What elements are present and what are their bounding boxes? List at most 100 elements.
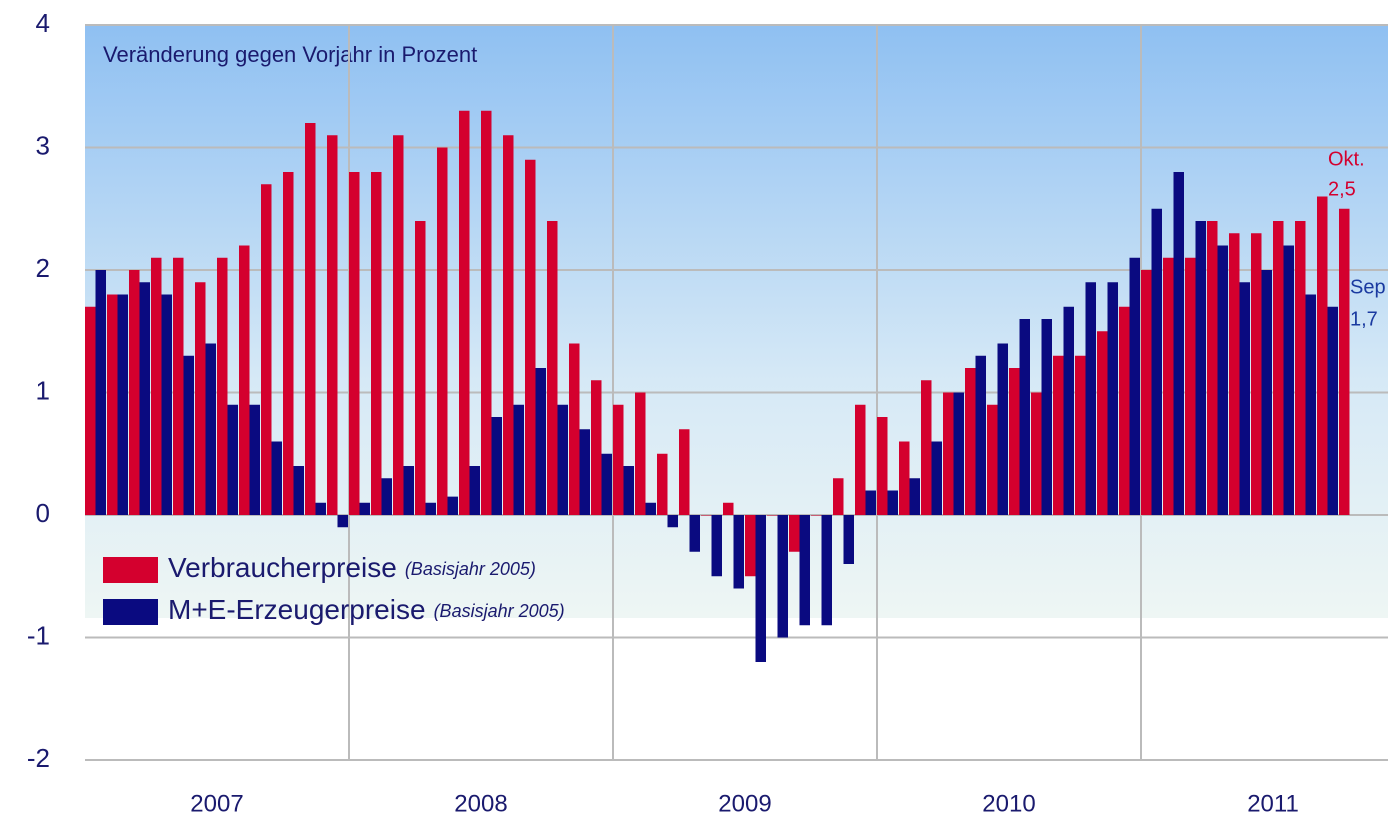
legend-name: Verbraucherpreise: [168, 552, 397, 583]
x-tick-label: 2011: [1247, 790, 1299, 817]
bar: [987, 404, 998, 515]
bar: [183, 355, 194, 515]
bar: [843, 515, 854, 564]
bar: [1261, 270, 1272, 515]
bar: [283, 172, 294, 515]
bar: [1019, 319, 1030, 515]
bar: [723, 502, 734, 515]
bar: [217, 257, 228, 515]
bar: [1273, 221, 1284, 515]
bar: [855, 404, 866, 515]
bar: [525, 159, 536, 515]
bar: [1129, 257, 1140, 515]
bar: [833, 478, 844, 515]
bar: [767, 515, 778, 516]
bar: [173, 257, 184, 515]
bar: [161, 294, 172, 515]
bar: [447, 496, 458, 515]
y-tick-label: 3: [36, 130, 50, 160]
bar: [469, 466, 480, 515]
bar: [437, 147, 448, 515]
bar: [1217, 245, 1228, 515]
bar: [887, 490, 898, 515]
legend-note: (Basisjahr 2005): [434, 601, 565, 621]
bar: [1009, 368, 1020, 515]
x-tick-label: 2010: [982, 790, 1035, 817]
y-tick-label: 0: [36, 498, 50, 528]
legend-swatch: [103, 599, 158, 625]
bar: [811, 515, 822, 516]
bar: [679, 429, 690, 515]
bar: [1239, 282, 1250, 515]
bar: [239, 245, 250, 515]
bar: [85, 306, 96, 515]
bar: [249, 404, 260, 515]
y-tick-label: 4: [36, 8, 50, 38]
bar: [117, 294, 128, 515]
legend-swatch: [103, 557, 158, 583]
bar: [393, 135, 404, 515]
legend-label: M+E-Erzeugerpreise (Basisjahr 2005): [168, 594, 565, 625]
bar: [921, 380, 932, 515]
bar: [557, 404, 568, 515]
bar: [547, 221, 558, 515]
bar: [1053, 355, 1064, 515]
bar: [513, 404, 524, 515]
bar: [1283, 245, 1294, 515]
bar: [205, 343, 216, 515]
legend-note: (Basisjahr 2005): [405, 559, 536, 579]
bar: [403, 466, 414, 515]
bar: [1317, 196, 1328, 515]
bar: [305, 123, 316, 515]
bar: [909, 478, 920, 515]
bar: [1163, 257, 1174, 515]
bar: [359, 502, 370, 515]
bar: [601, 453, 612, 515]
bar: [227, 404, 238, 515]
bar: [1097, 331, 1108, 515]
bar: [821, 515, 832, 626]
annotation: 2,5: [1328, 178, 1356, 200]
bar: [877, 417, 888, 515]
bar: [711, 515, 722, 577]
x-tick-label: 2009: [718, 790, 771, 817]
bar: [1063, 306, 1074, 515]
bar: [129, 270, 140, 515]
bar: [799, 515, 810, 626]
bar: [1185, 257, 1196, 515]
y-tick-label: -2: [27, 743, 50, 773]
y-tick-label: 1: [36, 375, 50, 405]
bar: [777, 515, 788, 638]
bar: [459, 110, 470, 515]
annotation: Sep: [1350, 276, 1386, 298]
bar: [789, 515, 800, 552]
bar: [1173, 172, 1184, 515]
bar: [371, 172, 382, 515]
bar: [645, 502, 656, 515]
bar: [1119, 306, 1130, 515]
legend-name: M+E-Erzeugerpreise: [168, 594, 426, 625]
bar: [1207, 221, 1218, 515]
bar: [667, 515, 678, 528]
bar: [491, 417, 502, 515]
bar: [1085, 282, 1096, 515]
bar: [481, 110, 492, 515]
bar: [151, 257, 162, 515]
bar: [415, 221, 426, 515]
bar: [733, 515, 744, 589]
bar: [1195, 221, 1206, 515]
bar: [943, 392, 954, 515]
bar: [315, 502, 326, 515]
bar: [1229, 233, 1240, 515]
bar: [1151, 208, 1162, 515]
x-tick-label: 2008: [454, 790, 507, 817]
bar: [535, 368, 546, 515]
y-tick-label: 2: [36, 253, 50, 283]
bar: [689, 515, 700, 552]
bar: [1305, 294, 1316, 515]
bar: [1251, 233, 1262, 515]
bar: [997, 343, 1008, 515]
bar: [195, 282, 206, 515]
bar: [745, 515, 756, 577]
